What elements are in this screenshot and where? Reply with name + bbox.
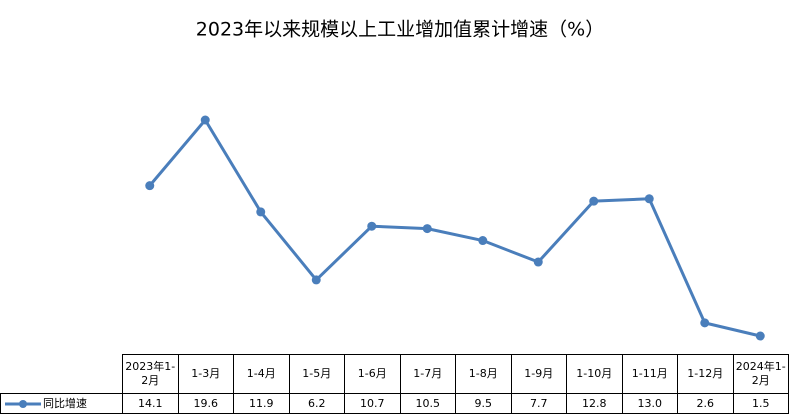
category-label: 1-6月: [344, 354, 401, 394]
blank-cell: [0, 354, 123, 394]
chart-title: 2023年以来规模以上工业增加值累计增速（%）: [196, 19, 604, 41]
legend-label: 同比增速: [43, 396, 87, 410]
value-label: 1.5: [732, 393, 789, 414]
category-label: 1-12月: [677, 354, 734, 394]
category-label: 1-7月: [399, 354, 456, 394]
chart: 2023年以来规模以上工业增加值累计增速（%）: [145, 19, 765, 341]
data-point: [700, 318, 710, 328]
data-point: [367, 221, 377, 231]
data-point: [755, 331, 765, 341]
value-label: 10.7: [344, 393, 401, 414]
data-point: [644, 194, 654, 204]
category-label: 1-10月: [566, 354, 623, 394]
data-point: [200, 115, 210, 125]
legend-cell: 同比增速: [0, 393, 123, 414]
category-label: 2023年1-2月: [122, 354, 179, 394]
category-label: 1-9月: [510, 354, 567, 394]
value-label: 19.6: [177, 393, 234, 414]
category-label: 2024年1-2月: [732, 354, 789, 394]
category-label: 1-11月: [621, 354, 678, 394]
data-point: [589, 196, 599, 206]
data-point: [145, 181, 155, 191]
data-table: 2023年1-2月 1-3月 1-4月 1-5月 1-6月 1-7月 1-8月 1-9月 1-1…: [0, 354, 789, 414]
value-label: 11.9: [233, 393, 290, 414]
category-label: 1-4月: [233, 354, 290, 394]
series-line: [148, 118, 761, 338]
legend-marker: [5, 399, 41, 408]
value-label: 2.6: [677, 393, 734, 414]
value-label: 14.1: [122, 393, 179, 414]
category-label: 1-3月: [177, 354, 234, 394]
category-label: 1-8月: [455, 354, 512, 394]
data-point: [422, 224, 432, 234]
data-point: [533, 257, 543, 267]
value-label: 6.2: [288, 393, 345, 414]
value-label: 10.5: [399, 393, 456, 414]
value-label: 9.5: [455, 393, 512, 414]
data-point: [311, 275, 321, 285]
value-label: 13.0: [621, 393, 678, 414]
data-point: [256, 207, 266, 217]
data-point: [478, 236, 488, 246]
value-label: 12.8: [566, 393, 623, 414]
category-label: 1-5月: [288, 354, 345, 394]
value-label: 7.7: [510, 393, 567, 414]
